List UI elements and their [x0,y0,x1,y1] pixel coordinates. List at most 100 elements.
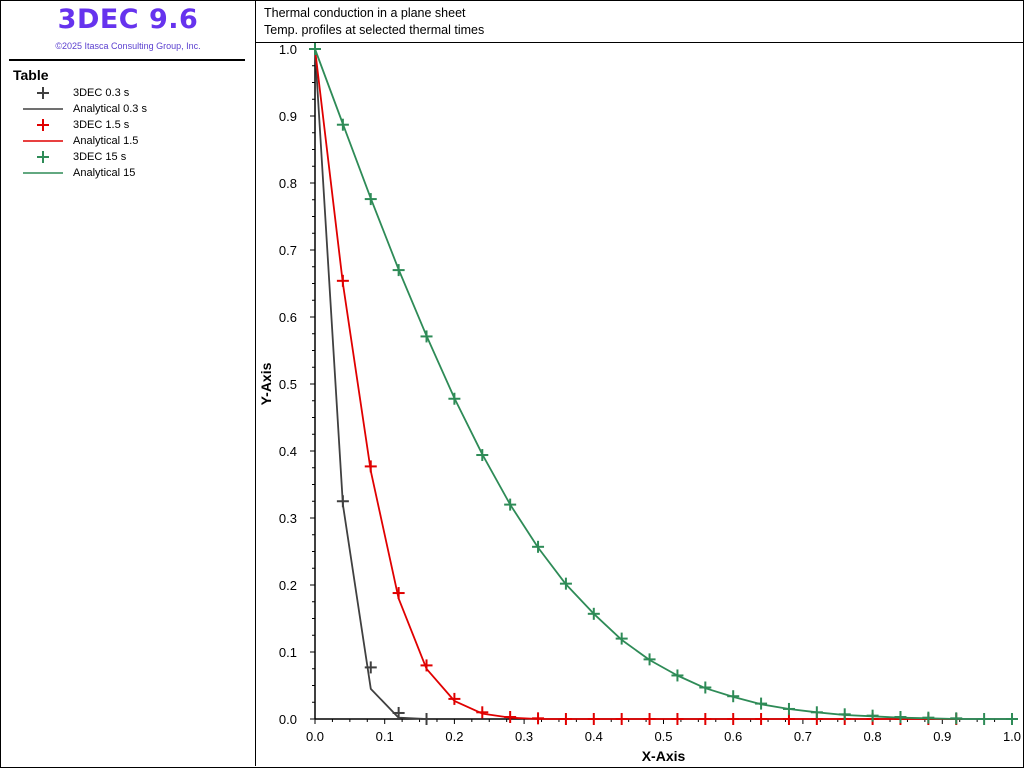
data-point-3dec-1-5-s [615,713,628,725]
x-tick-label: 0.4 [585,729,603,744]
data-point-3dec-15-s [559,577,572,590]
data-point-3dec-15-s [587,607,600,620]
y-tick-label: 0.9 [279,109,297,124]
data-point-3dec-15-s [532,540,545,553]
data-point-3dec-1-5-s [587,713,600,725]
data-point-3dec-1-5-s [504,710,517,723]
data-point-3dec-1-5-s [476,706,489,719]
legend-item-3dec-1-5s: 3DEC 1.5 s [23,117,243,133]
data-point-3dec-15-s [420,330,433,343]
x-tick-label: 0.9 [933,729,951,744]
data-point-3dec-15-s [1006,713,1018,725]
data-point-3dec-1-5-s [364,460,377,473]
data-point-3dec-15-s [727,690,740,703]
y-tick-label: 0.3 [279,511,297,526]
legend-item-label: Analytical 0.3 s [73,103,147,115]
chart-title: Thermal conduction in a plane sheet [264,6,466,20]
x-tick-label: 0.3 [515,729,533,744]
data-point-3dec-15-s [392,264,405,277]
data-point-3dec-15-s [336,118,349,131]
data-point-3dec-15-s [755,697,768,710]
data-point-3dec-1-5-s [643,713,656,725]
data-point-3dec-1-5-s [559,713,572,725]
series-line-analytical-15 [314,48,1012,720]
legend-symbol [37,151,49,163]
data-point-3dec-15-s [476,449,489,462]
data-point-3dec-1-5-s [448,692,461,705]
data-point-3dec-15-s [364,193,377,206]
data-point-3dec-0-3-s [364,661,377,674]
y-tick-label: 0.4 [279,444,297,459]
y-tick-label: 0.7 [279,243,297,258]
chart-plot-area: 0.0 0.1 0.2 0.3 0.4 0.5 0.6 0.7 0.8 0.9 1.0 0.0 0.1 0… [258,43,1021,764]
x-tick-label: 0.0 [306,729,324,744]
plot-title-block: Thermal conduction in a plane sheet Temp… [264,5,484,39]
brand-divider [9,59,245,61]
data-point-3dec-0-3-s [420,713,433,725]
y-tick-label: 0.0 [279,712,297,727]
data-point-3dec-15-s [950,712,963,725]
data-point-3dec-15-s [671,669,684,682]
y-tick-label: 0.8 [279,176,297,191]
y-tick-label: 0.2 [279,578,297,593]
data-point-3dec-1-5-s [336,274,349,287]
legend-item-3dec-15s: 3DEC 15 s [23,149,243,165]
data-point-3dec-1-5-s [420,659,433,672]
data-point-3dec-15-s [448,392,461,405]
x-axis-label: X-Axis [642,748,686,764]
legend-symbol [23,140,63,142]
data-point-3dec-1-5-s [532,712,545,725]
app-title: 3DEC 9.6 [57,4,199,35]
legend-item-label: 3DEC 15 s [73,151,127,163]
legend-item-analytical-0-3s: Analytical 0.3 s [23,101,243,117]
legend-item-3dec-0-3s: 3DEC 0.3 s [23,85,243,101]
y-tick-label: 0.6 [279,310,297,325]
data-point-3dec-15-s [810,706,823,719]
series-line-analytical-0-3-s [314,48,427,720]
y-tick-label: 0.1 [279,645,297,660]
data-point-3dec-15-s [782,702,795,715]
x-tick-label: 0.2 [445,729,463,744]
legend-item-analytical-15: Analytical 15 [23,165,243,181]
x-tick-label: 0.7 [794,729,812,744]
x-tick-label: 0.1 [376,729,394,744]
legend-item-analytical-1-5: Analytical 1.5 [23,133,243,149]
series-line-analytical-1-5 [314,48,957,720]
data-point-3dec-1-5-s [671,713,684,725]
data-point-3dec-15-s [866,709,879,722]
data-point-3dec-0-3-s [336,495,349,508]
legend-item-label: Analytical 1.5 [73,135,139,147]
data-point-3dec-15-s [504,498,517,511]
chart-subtitle: Temp. profiles at selected thermal times [264,23,485,37]
y-axis-label: Y-Axis [258,362,274,405]
data-point-3dec-15-s [922,711,935,724]
y-tick-label: 1.0 [279,43,297,57]
x-tick-label: 0.5 [654,729,672,744]
data-point-3dec-15-s [699,681,712,694]
data-point-3dec-15-s [838,708,851,721]
data-point-3dec-1-5-s [392,587,405,600]
data-point-3dec-15-s [309,43,321,55]
legend-item-label: 3DEC 0.3 s [73,87,130,99]
data-point-3dec-0-3-s [392,706,405,719]
data-point-3dec-15-s [978,713,991,725]
data-point-3dec-1-5-s [699,713,712,725]
data-point-3dec-1-5-s [727,713,740,725]
data-point-3dec-1-5-s [755,713,768,725]
x-tick-label: 1.0 [1003,729,1021,744]
title-divider [256,42,1023,43]
x-tick-label: 0.8 [864,729,882,744]
legend-title: Table [13,67,49,83]
legend-symbol [23,108,63,110]
data-point-3dec-15-s [615,632,628,645]
legend-panel: 3DEC 9.6 ©2025 Itasca Consulting Group, … [1,1,256,766]
x-tick-label: 0.6 [724,729,742,744]
legend-symbol [23,172,63,174]
data-point-3dec-15-s [643,653,656,666]
legend-symbol [37,119,49,131]
copyright-text: ©2025 Itasca Consulting Group, Inc. [55,41,201,51]
y-tick-label: 0.5 [279,377,297,392]
legend-item-label: 3DEC 1.5 s [73,119,130,131]
legend-item-label: Analytical 15 [73,167,136,179]
data-point-3dec-1-5-s [782,713,795,725]
